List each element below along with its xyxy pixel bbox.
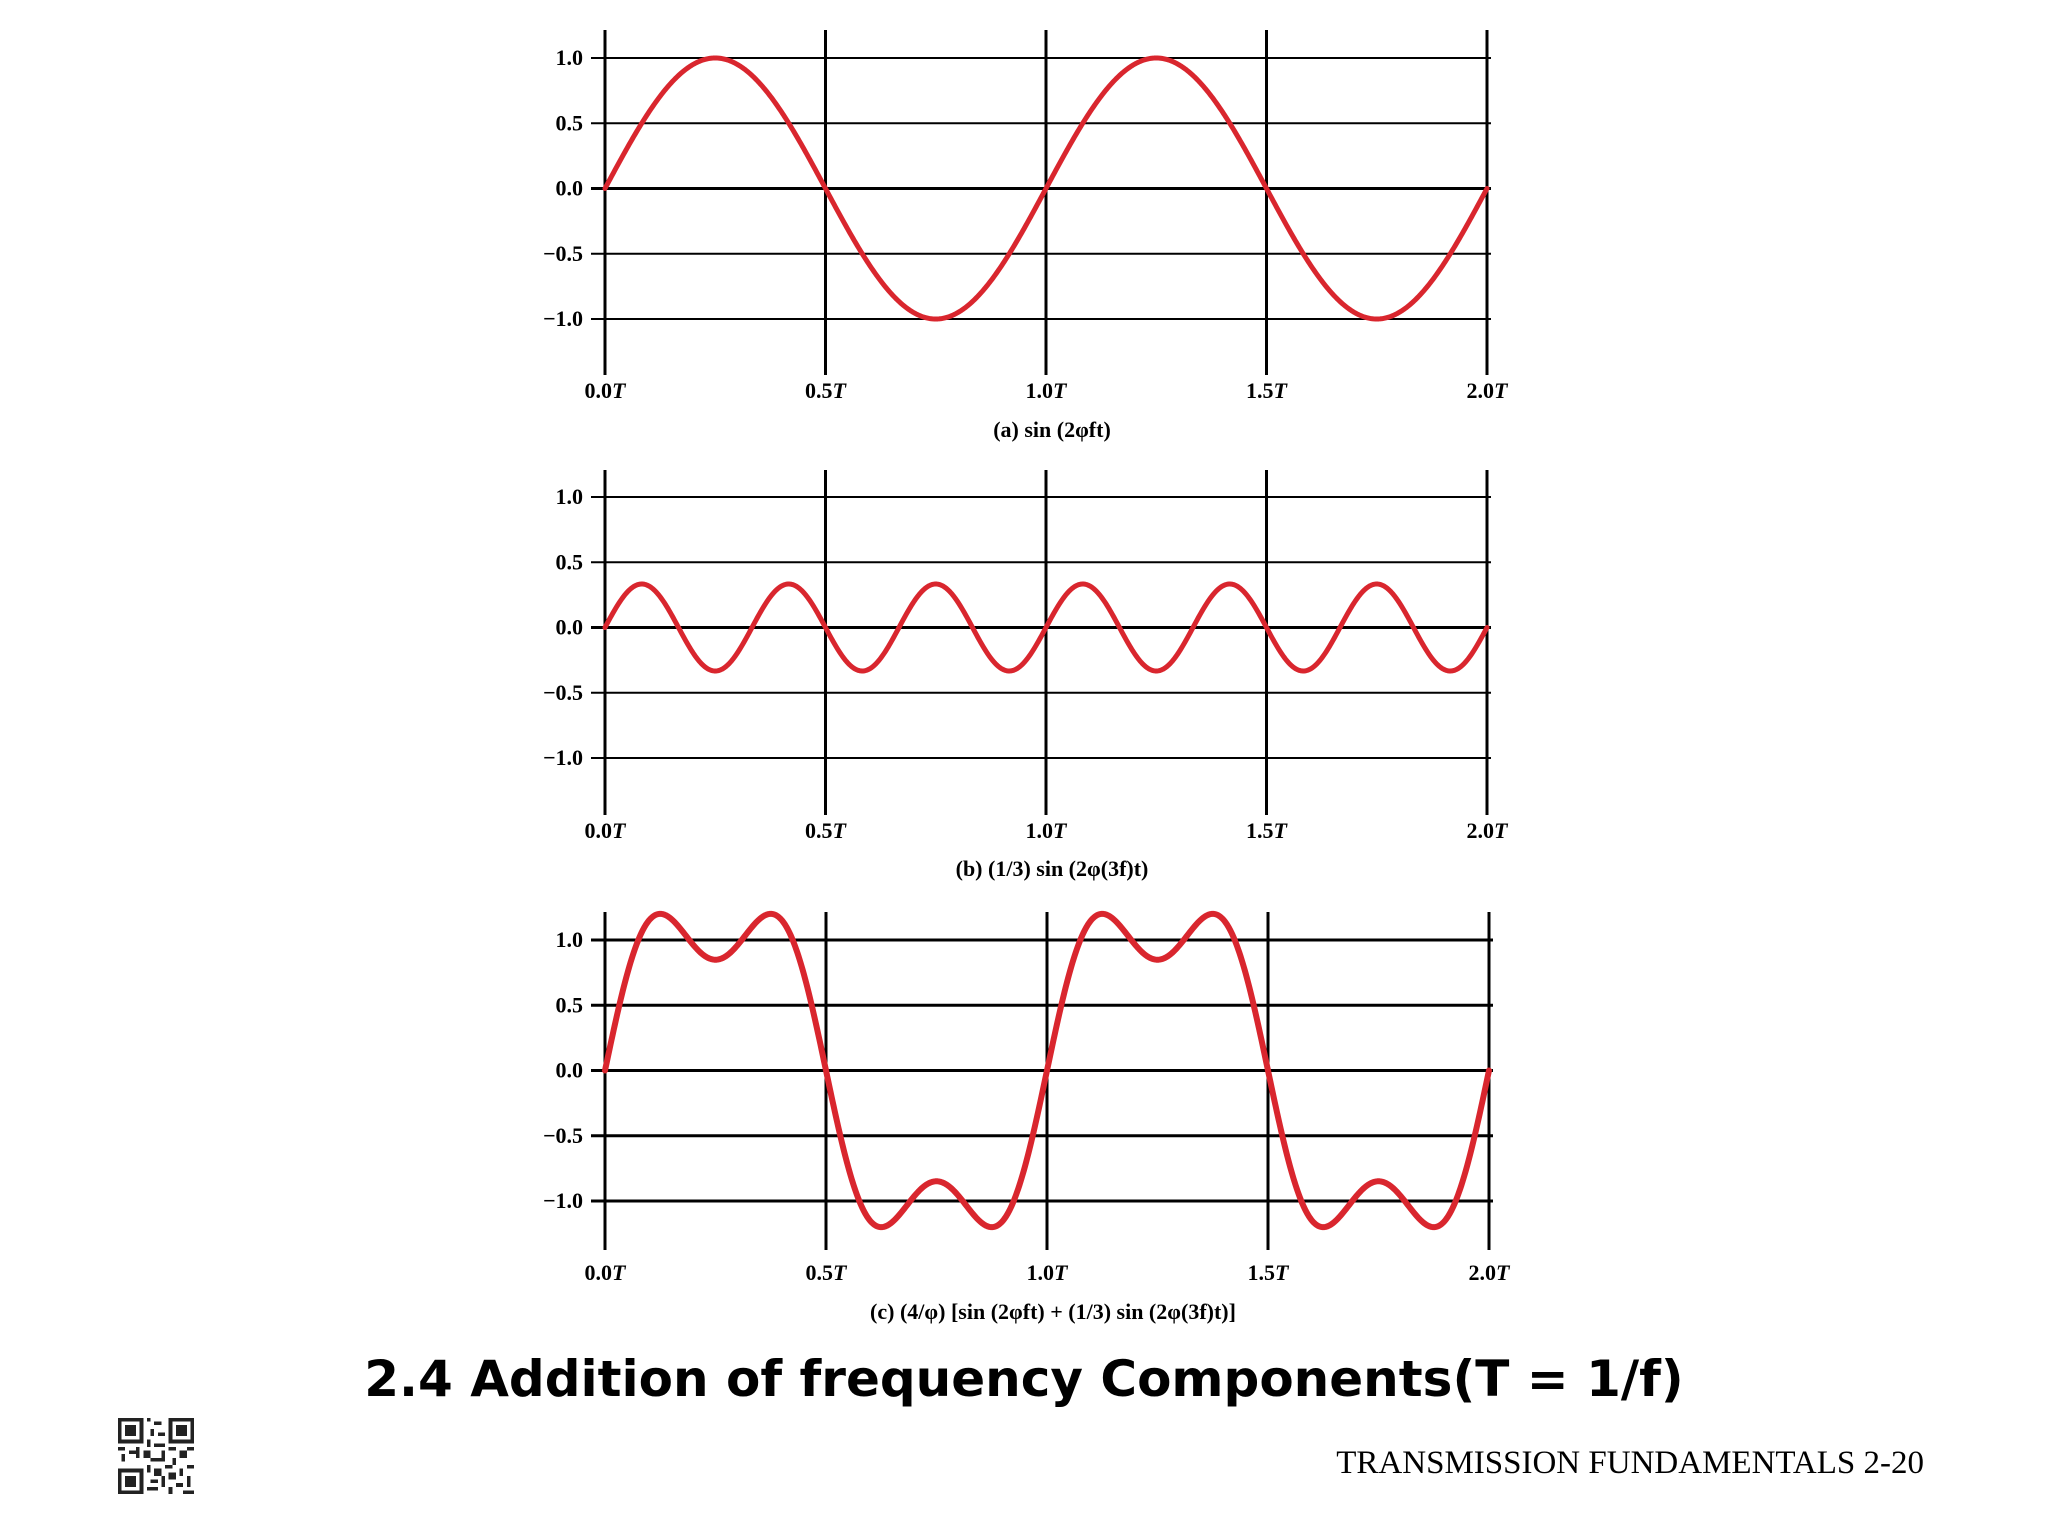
y-tick-label: −0.5 — [543, 680, 583, 705]
slide-footer: TRANSMISSION FUNDAMENTALS 2-20 — [1336, 1445, 1924, 1481]
slide-title: 2.4 Addition of frequency Components(T =… — [364, 1350, 1684, 1408]
series-line — [602, 581, 1490, 674]
y-tick-label: −1.0 — [543, 1188, 583, 1213]
y-tick-label: −1.0 — [543, 745, 583, 770]
chart-a: 1.0 0.5 0.0 −0.5 −1.0 0.0T 0.5T 1.0T 1.5T 2.0T (a)… — [543, 30, 1509, 442]
y-tick-label: −0.5 — [543, 241, 583, 266]
y-tick-label: 0.5 — [556, 110, 584, 135]
x-tick-label: 0.0T — [585, 378, 628, 403]
x-tick-label: 1.5T — [1248, 1260, 1291, 1285]
y-tick-label: 0.5 — [556, 992, 584, 1017]
x-tick-label: 2.0T — [1469, 1260, 1512, 1285]
y-tick-label: 0.5 — [556, 549, 584, 574]
series-line — [602, 910, 1492, 1231]
y-tick-label: −0.5 — [543, 1123, 583, 1148]
y-tick-label: 1.0 — [556, 45, 584, 70]
x-tick-label: 1.0T — [1026, 818, 1069, 843]
x-tick-label: 1.0T — [1026, 378, 1069, 403]
y-tick-label: 0.0 — [556, 1058, 584, 1083]
series-line — [602, 55, 1490, 322]
x-tick-label: 0.0T — [585, 1260, 628, 1285]
x-tick-label: 2.0T — [1467, 818, 1510, 843]
x-tick-label: 2.0T — [1467, 378, 1510, 403]
y-tick-label: 1.0 — [556, 484, 584, 509]
chart-caption: (c) (4/φ) [sin (2φft) + (1/3) sin (2φ(3f… — [870, 1299, 1236, 1324]
chart-c: 1.0 0.5 0.0 −0.5 −1.0 0.0T 0.5T 1.0T 1.5T 2.0T (c)… — [543, 910, 1512, 1324]
x-tick-label: 0.5T — [805, 378, 848, 403]
chart-b: 1.0 0.5 0.0 −0.5 −1.0 0.0T 0.5T 1.0T 1.5T 2.0T (b)… — [543, 470, 1509, 881]
qr-code-icon — [118, 1418, 194, 1494]
y-tick-label: 0.0 — [556, 176, 584, 201]
y-tick-label: 0.0 — [556, 615, 584, 640]
y-tick-label: 1.0 — [556, 927, 584, 952]
chart-caption: (a) sin (2φft) — [993, 417, 1111, 442]
chart-caption: (b) (1/3) sin (2φ(3f)t) — [956, 856, 1149, 881]
y-tick-label: −1.0 — [543, 306, 583, 331]
x-tick-label: 1.0T — [1027, 1260, 1070, 1285]
x-tick-label: 0.5T — [805, 818, 848, 843]
x-tick-label: 1.5T — [1246, 378, 1289, 403]
x-tick-label: 1.5T — [1246, 818, 1289, 843]
x-tick-label: 0.5T — [806, 1260, 849, 1285]
x-tick-label: 0.0T — [585, 818, 628, 843]
